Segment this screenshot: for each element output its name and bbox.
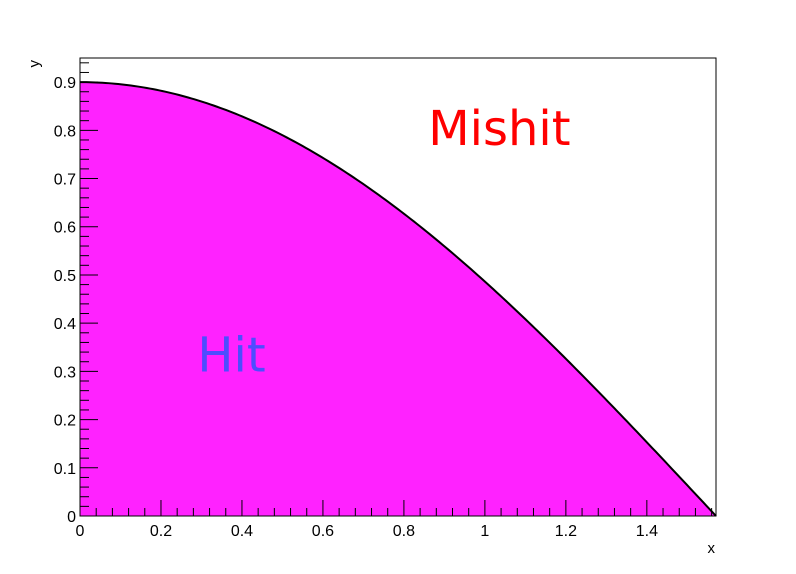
- x-tick-label: 0.6: [312, 523, 334, 540]
- y-tick-label: 0.5: [54, 268, 76, 285]
- x-tick-label: 0: [76, 523, 85, 540]
- x-tick-label: 1: [480, 523, 489, 540]
- plot-frame-layer: [79, 57, 717, 517]
- x-tick-label: 0.8: [393, 523, 415, 540]
- y-tick-label: 0.9: [54, 75, 76, 92]
- y-tick-label: 0.2: [54, 413, 76, 430]
- label-layer: 0 0.2 0.4 0.6 0.8 1 1.2 1.4 0 0.1 0.2 0.3 0.4 0.5 0.6 0…: [26, 60, 716, 558]
- tick-layer: [79, 62, 713, 517]
- y-axis-label: y: [26, 60, 43, 68]
- y-tick-label: 0.3: [54, 364, 76, 381]
- y-tick-label: 0.1: [54, 461, 76, 478]
- x-axis-label: x: [708, 540, 716, 557]
- annotation-hit: Hit: [197, 327, 265, 383]
- x-tick-label: 1.2: [555, 523, 577, 540]
- annotation-mishit: Mishit: [428, 101, 570, 157]
- plot-frame: [79, 57, 717, 517]
- y-tick-label: 0.7: [54, 172, 76, 189]
- y-tick-label: 0.4: [54, 316, 76, 333]
- x-tick-label: 0.2: [150, 523, 172, 540]
- x-tick-label: 1.4: [636, 523, 658, 540]
- fill-layer: [79, 81, 717, 517]
- x-tick-label: 0.4: [231, 523, 253, 540]
- cosine-curve-line: [79, 81, 717, 517]
- y-tick-label: 0.8: [54, 123, 76, 140]
- annotation-layer: Mishit Hit: [197, 101, 570, 384]
- y-tick-label: 0.6: [54, 220, 76, 237]
- y-tick-label: 0: [67, 509, 76, 526]
- hit-area-fill: [80, 82, 716, 517]
